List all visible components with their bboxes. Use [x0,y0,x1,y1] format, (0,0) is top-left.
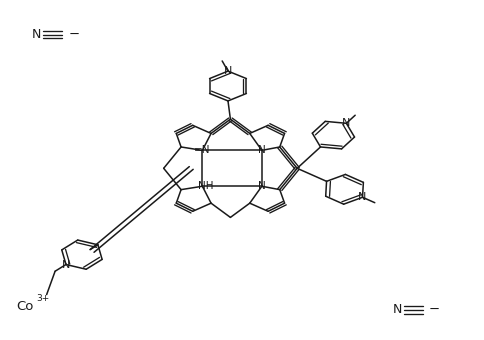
Text: Co: Co [16,300,33,312]
Text: NH: NH [197,181,212,191]
Text: N: N [257,181,265,191]
Text: =N: =N [194,146,210,155]
Text: −: − [68,28,79,41]
Text: N: N [257,146,265,155]
Text: N: N [392,303,401,316]
Text: N: N [223,66,232,76]
Text: N: N [341,118,350,128]
Text: N: N [61,259,70,270]
Text: N: N [358,192,366,202]
Text: −: − [428,303,439,316]
Text: 3+: 3+ [36,294,50,303]
Text: N: N [32,28,41,41]
